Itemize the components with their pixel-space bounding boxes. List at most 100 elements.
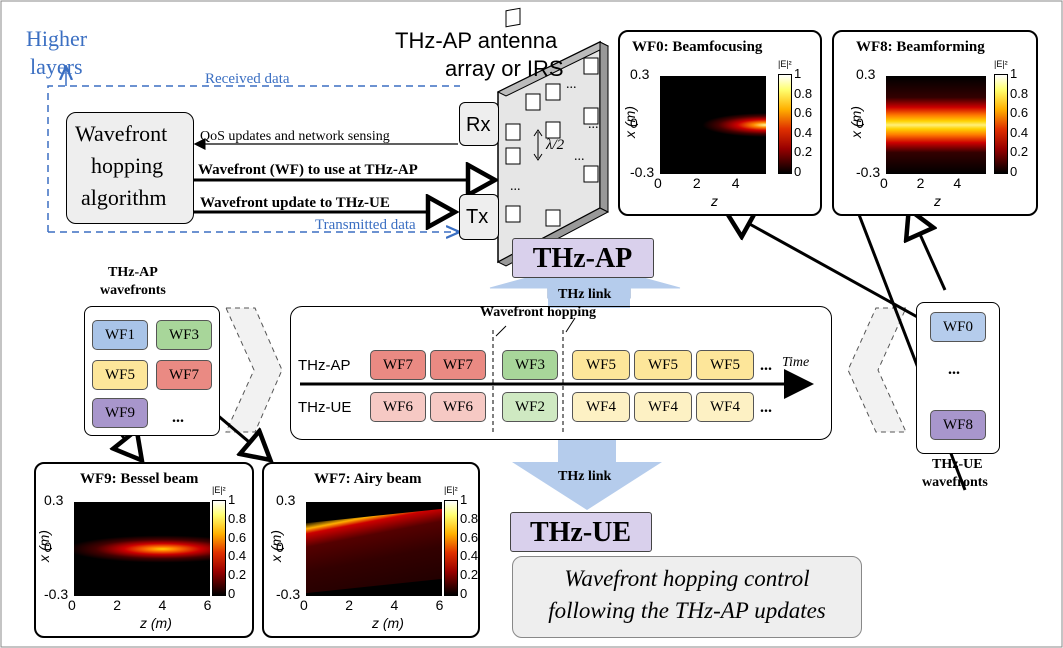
wf-to-use-label: Wavefront (WF) to use at THz-AP — [198, 162, 418, 178]
wf9-ytick: -0.3 — [44, 586, 69, 602]
ap-wf5: WF5 — [92, 360, 148, 390]
wf7-xtick: 4 — [390, 597, 399, 613]
panel-wf7-title: WF7: Airy beam — [314, 471, 422, 487]
control-line1: Wavefront hopping control — [564, 566, 810, 591]
panel-wf8-plot — [886, 76, 986, 174]
ap-wavefronts-title-1: THz-AP — [108, 265, 158, 280]
antenna-title-line2: array or IRS — [445, 56, 564, 81]
ap-row-wf5-a: WF5 — [572, 350, 630, 380]
wf9-xlabel: z (m) — [140, 615, 172, 631]
wf9-colorbar-tick: 0.8 — [228, 510, 247, 526]
wf9-colorbar-label: |E|² — [212, 485, 226, 495]
ap-wavefronts-title-2: wavefronts — [100, 283, 166, 298]
wf8-colorbar-tick: 1 — [1010, 66, 1018, 81]
wf0-ytick: 0 — [630, 115, 638, 131]
ue-row-wf6-a: WF6 — [370, 392, 426, 422]
tx-box: Tx — [459, 194, 499, 240]
wf8-xtick: 0 — [880, 175, 888, 191]
wf0-colorbar-tick: 0.2 — [794, 144, 813, 160]
row-ue-label: THz-UE — [298, 399, 352, 416]
panel-wf9-title: WF9: Bessel beam — [80, 471, 199, 487]
array-dots-4: ... — [588, 117, 599, 132]
wf9-colorbar-tick: 0.2 — [228, 567, 247, 583]
ap-row-wf7-b: WF7 — [430, 350, 486, 380]
wf8-xtick: 2 — [916, 175, 925, 191]
ap-wf1: WF1 — [92, 320, 148, 350]
wf7-ytick: 0.3 — [276, 492, 296, 508]
wf7-colorbar-tick: 0.8 — [460, 510, 479, 526]
ue-wf8: WF8 — [930, 410, 986, 440]
wf8-colorbar-tick: 0.4 — [1010, 124, 1029, 140]
array-dots-3: ... — [510, 179, 521, 194]
wf8-ylabel: x (m) — [847, 106, 864, 138]
wf8-colorbar — [994, 74, 1008, 174]
ap-row-wf7-a: WF7 — [370, 350, 426, 380]
ue-row-wf4-c: WF4 — [696, 392, 754, 422]
ue-row-wf2: WF2 — [502, 392, 558, 422]
thz-ue-label-box: THz-UE — [510, 512, 652, 552]
wf7-colorbar-tick: 0.2 — [460, 567, 479, 583]
transmitted-data-label: Transmitted data — [315, 217, 416, 233]
ap-wf3: WF3 — [156, 320, 212, 350]
ap-wf7: WF7 — [156, 360, 212, 390]
panel-wf8-title: WF8: Beamforming — [856, 39, 985, 55]
wf8-colorbar-tick: 0.6 — [1010, 105, 1029, 121]
wavefront-hopping-title: Wavefront hopping — [480, 305, 597, 320]
ap-row-wf5-c: WF5 — [696, 350, 754, 380]
rx-box: Rx — [459, 102, 499, 146]
thz-ap-label: THz-AP — [532, 243, 633, 274]
array-dots-2: ... — [574, 149, 585, 164]
received-data-label: Received data — [205, 71, 290, 87]
wf7-colorbar-tick: 0 — [460, 586, 468, 601]
wf7-xtick: 2 — [345, 597, 354, 613]
wf0-colorbar-tick: 1 — [794, 66, 802, 81]
wf0-ytick: 0.3 — [630, 66, 650, 82]
wf-update-label: Wavefront update to THz-UE — [200, 195, 390, 211]
algorithm-line2: hopping — [91, 153, 164, 178]
wf7-colorbar-tick: 0.6 — [460, 529, 479, 545]
panel-wf0-title: WF0: Beamfocusing — [632, 39, 763, 55]
panel-wf8: WF8: Beamforming — [832, 30, 1038, 216]
wf0-colorbar-label: |E|² — [778, 59, 792, 69]
ap-row-wf5-b: WF5 — [634, 350, 692, 380]
wf9-colorbar — [212, 500, 226, 596]
wf8-colorbar-tick: 0.8 — [1010, 85, 1029, 101]
wf7-ytick: 0 — [276, 539, 284, 555]
wf9-xtick: 6 — [203, 597, 212, 613]
ue-wf0: WF0 — [930, 312, 986, 342]
wf9-xtick: 4 — [158, 597, 167, 613]
wf7-xlabel: z (m) — [372, 615, 404, 631]
thz-ap-label-box: THz-AP — [512, 238, 654, 278]
rx-label: Rx — [466, 114, 491, 136]
ap-row-wf3: WF3 — [502, 350, 558, 380]
wf7-ytick: -0.3 — [276, 586, 301, 602]
wf7-colorbar-label: |E|² — [444, 485, 458, 495]
panel-wf9-plot — [74, 502, 210, 596]
wf0-xtick: 2 — [692, 175, 701, 191]
ue-row-wf4-b: WF4 — [634, 392, 692, 422]
wf7-colorbar-tick: 0.4 — [460, 548, 479, 564]
algorithm-line3: algorithm — [81, 185, 167, 210]
time-label: Time — [782, 355, 810, 370]
wavefront-hopping-algorithm-box: Wavefront hopping algorithm — [66, 112, 194, 224]
antenna-title-line1: THz-AP antenna — [395, 28, 558, 53]
wf0-ylabel: x (m) — [621, 106, 638, 138]
wf0-xlabel: z — [711, 193, 718, 209]
wf0-xtick: 4 — [731, 175, 740, 191]
wf9-colorbar-tick: 0.4 — [228, 548, 247, 564]
ue-wf-more: ... — [948, 361, 960, 378]
thz-ue-label: THz-UE — [529, 517, 632, 548]
wf8-xlabel: z — [934, 193, 941, 209]
thz-link-bottom-label: THz link — [558, 469, 612, 484]
wf8-ytick: 0 — [856, 115, 864, 131]
ue-wavefronts-title-1: THz-UE — [932, 457, 983, 472]
wf0-colorbar-tick: 0.6 — [794, 105, 813, 121]
wf9-ytick: 0 — [44, 539, 52, 555]
ap-row-more: ... — [760, 357, 772, 374]
higher-layers-line1: Higher — [26, 26, 88, 51]
wf7-xtick: 0 — [300, 597, 308, 613]
panel-wf7: WF7: Airy beam — [262, 462, 480, 638]
wf9-xtick: 2 — [113, 597, 122, 613]
received-data-line — [47, 85, 460, 232]
array-dots-1: ... — [566, 77, 577, 92]
